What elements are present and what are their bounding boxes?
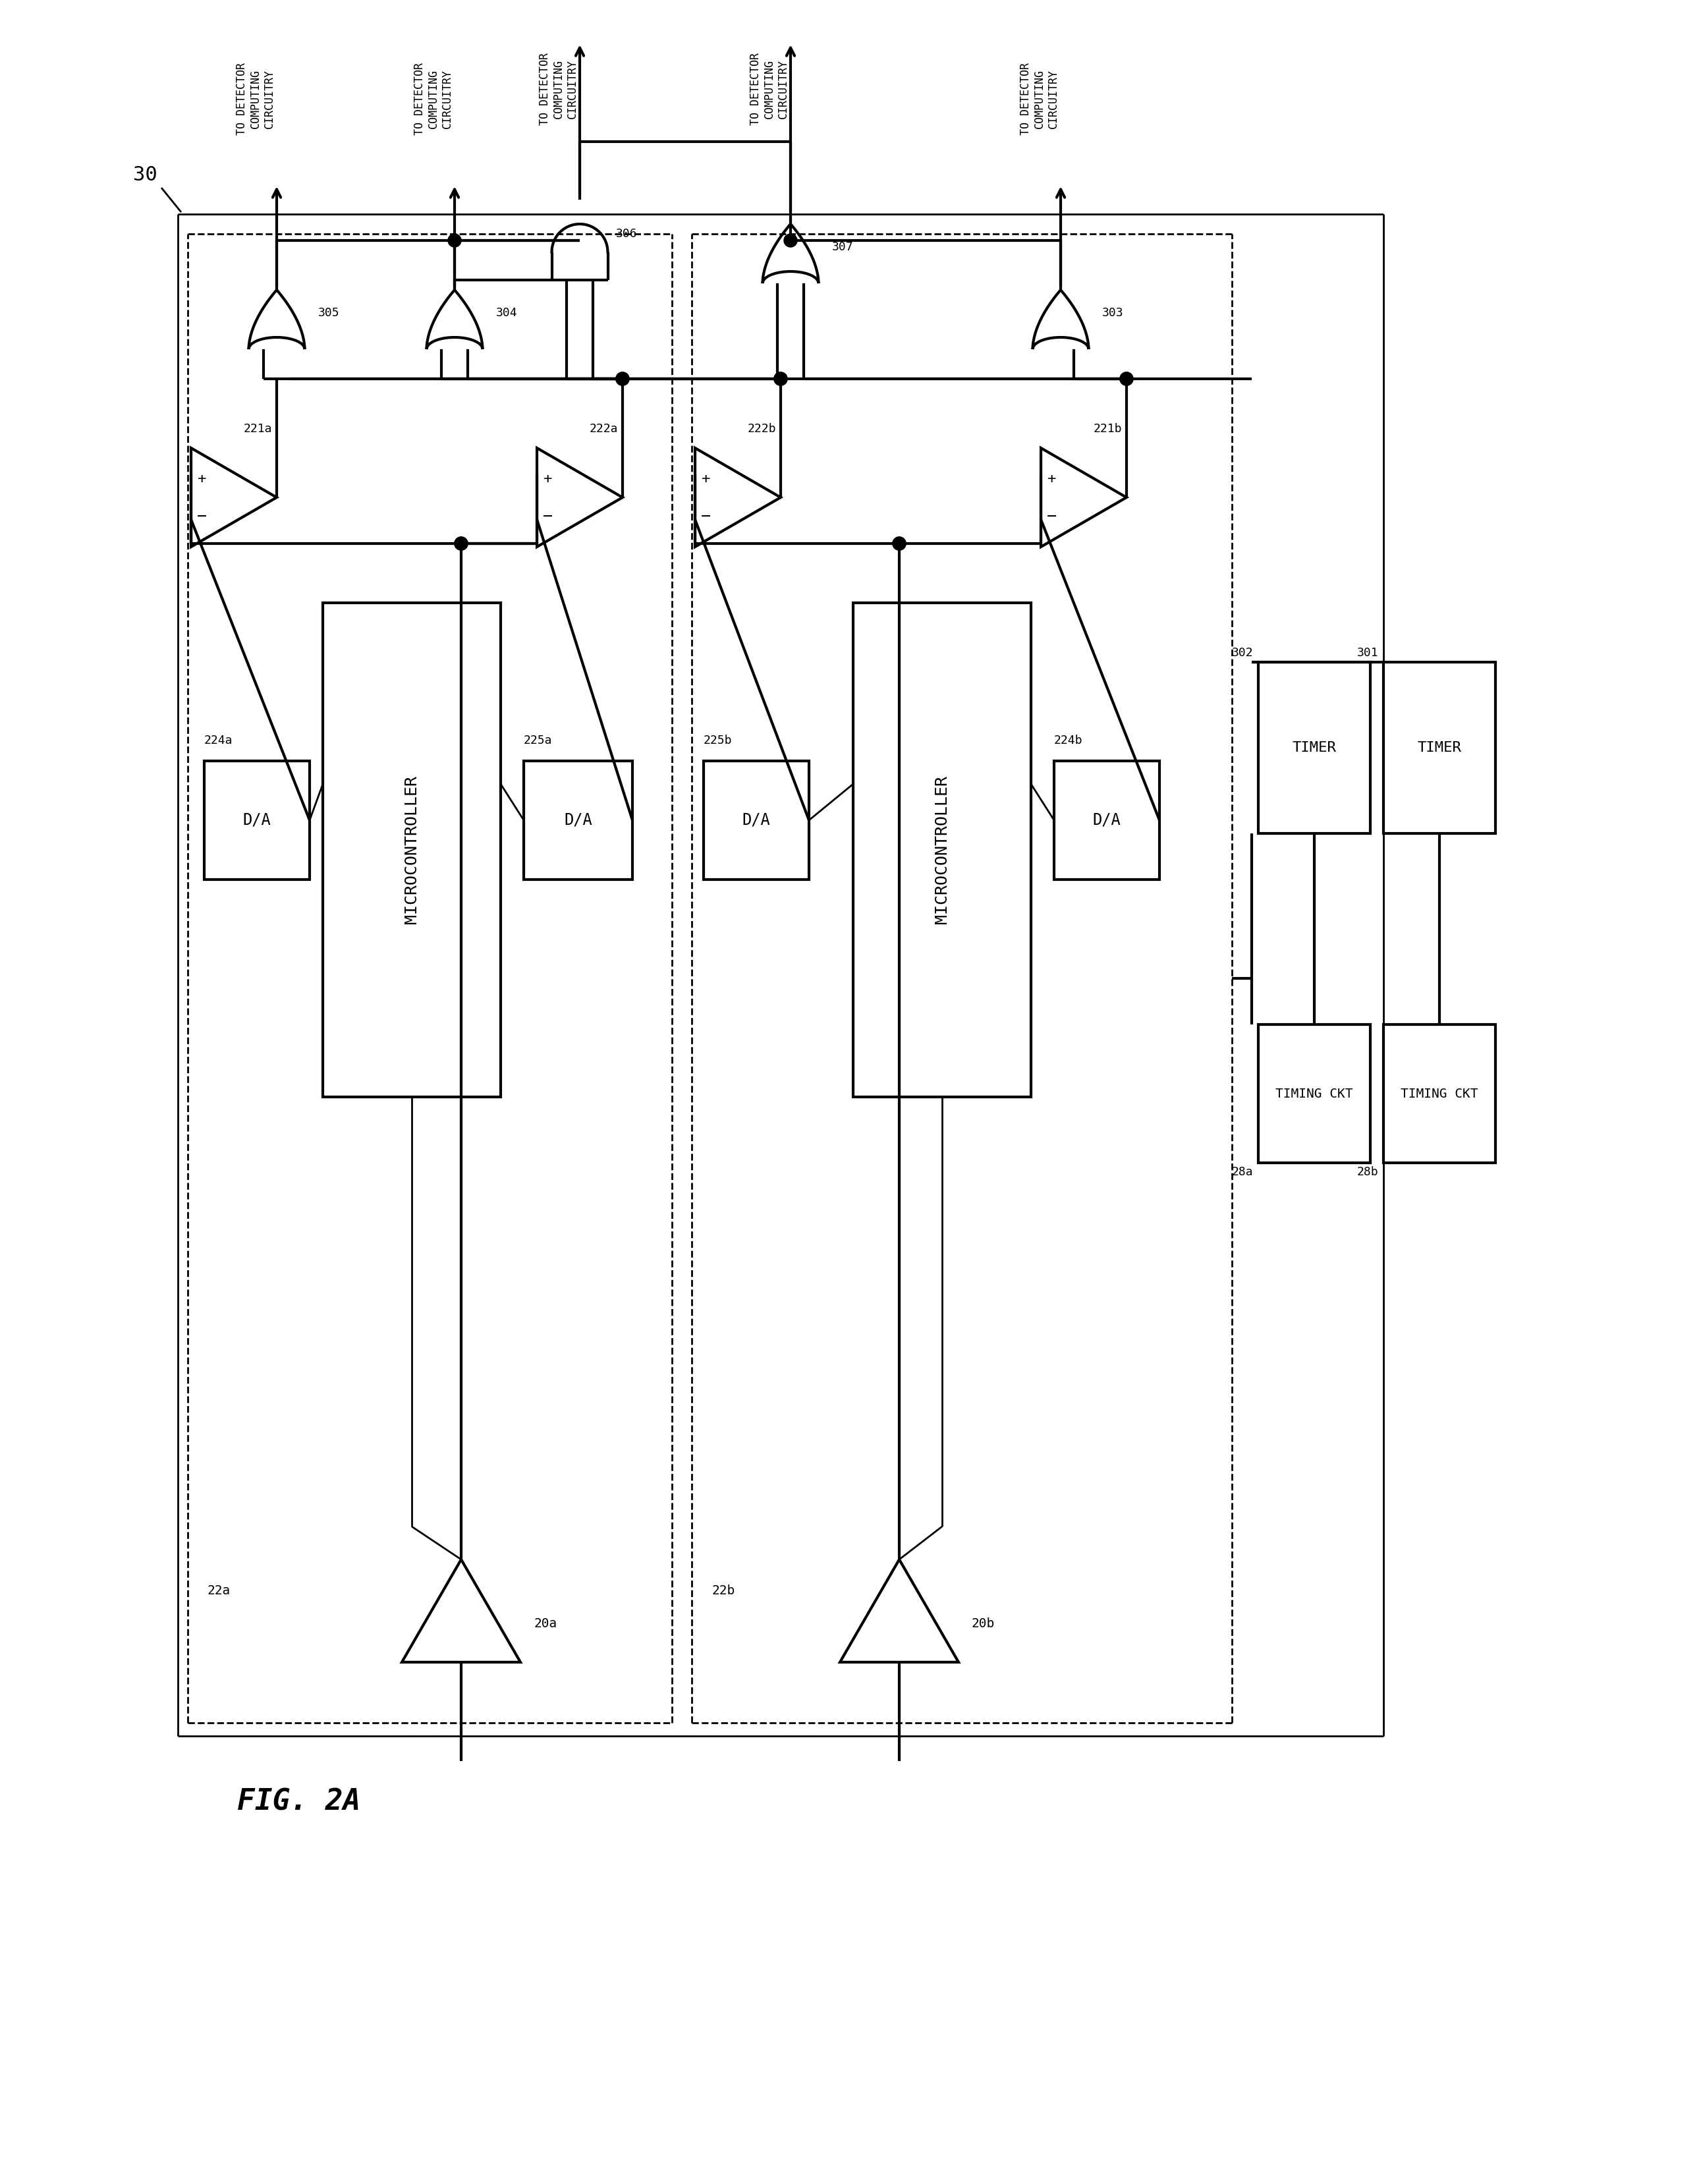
Text: +: + <box>543 472 553 485</box>
Bar <box>1259 1024 1371 1162</box>
Text: −: − <box>701 509 711 524</box>
Circle shape <box>447 234 461 247</box>
Text: +: + <box>701 472 709 485</box>
Circle shape <box>454 537 468 550</box>
Circle shape <box>1119 371 1133 384</box>
Bar <box>704 760 810 880</box>
Circle shape <box>616 371 629 384</box>
Bar <box>524 760 633 880</box>
Text: TIMER: TIMER <box>1417 740 1461 753</box>
Text: TO DETECTOR
COMPUTING
CIRCUITRY: TO DETECTOR COMPUTING CIRCUITRY <box>539 52 578 124</box>
Text: 22a: 22a <box>208 1586 231 1597</box>
Text: 305: 305 <box>318 308 340 319</box>
Text: 224a: 224a <box>204 734 233 747</box>
Bar <box>1383 1024 1495 1162</box>
Text: 28b: 28b <box>1357 1166 1378 1177</box>
Text: D/A: D/A <box>1092 812 1121 828</box>
Text: TO DETECTOR
COMPUTING
CIRCUITRY: TO DETECTOR COMPUTING CIRCUITRY <box>750 52 789 124</box>
Text: D/A: D/A <box>243 812 270 828</box>
Text: +: + <box>1048 472 1056 485</box>
Circle shape <box>616 371 629 384</box>
Text: TIMING CKT: TIMING CKT <box>1276 1088 1352 1101</box>
Text: 222a: 222a <box>590 424 617 435</box>
Text: 225a: 225a <box>524 734 553 747</box>
Bar <box>1259 662 1371 834</box>
Text: MICROCONTROLLER: MICROCONTROLLER <box>934 775 949 924</box>
Text: 20b: 20b <box>971 1618 995 1629</box>
Text: TO DETECTOR
COMPUTING
CIRCUITRY: TO DETECTOR COMPUTING CIRCUITRY <box>236 63 276 135</box>
Circle shape <box>454 537 468 550</box>
Text: 307: 307 <box>832 240 854 253</box>
Text: 221a: 221a <box>243 424 272 435</box>
Text: 302: 302 <box>1232 646 1254 660</box>
Text: MICROCONTROLLER: MICROCONTROLLER <box>403 775 420 924</box>
Text: 22b: 22b <box>711 1586 735 1597</box>
Text: 306: 306 <box>616 227 638 240</box>
Circle shape <box>893 537 907 550</box>
Text: 301: 301 <box>1357 646 1378 660</box>
Text: +: + <box>197 472 206 485</box>
Text: 304: 304 <box>495 308 517 319</box>
Circle shape <box>774 371 788 384</box>
Bar <box>204 760 310 880</box>
Text: −: − <box>543 509 553 524</box>
Circle shape <box>893 537 907 550</box>
Bar <box>1383 662 1495 834</box>
Circle shape <box>774 371 788 384</box>
Circle shape <box>784 234 798 247</box>
Text: TIMER: TIMER <box>1293 740 1337 753</box>
Text: 30: 30 <box>133 166 156 183</box>
Text: 224b: 224b <box>1055 734 1084 747</box>
Text: 28a: 28a <box>1232 1166 1254 1177</box>
Bar <box>323 603 500 1096</box>
Text: 225b: 225b <box>704 734 731 747</box>
Text: 222b: 222b <box>748 424 776 435</box>
Text: 20a: 20a <box>534 1618 556 1629</box>
Text: 221b: 221b <box>1094 424 1123 435</box>
Text: −: − <box>197 509 208 524</box>
Circle shape <box>1119 371 1133 384</box>
Text: FIG. 2A: FIG. 2A <box>236 1789 361 1817</box>
Text: D/A: D/A <box>742 812 771 828</box>
Text: TO DETECTOR
COMPUTING
CIRCUITRY: TO DETECTOR COMPUTING CIRCUITRY <box>1021 63 1060 135</box>
Text: D/A: D/A <box>565 812 592 828</box>
Text: TIMING CKT: TIMING CKT <box>1400 1088 1478 1101</box>
Bar <box>1055 760 1160 880</box>
Text: 303: 303 <box>1102 308 1123 319</box>
Bar <box>854 603 1031 1096</box>
Text: TO DETECTOR
COMPUTING
CIRCUITRY: TO DETECTOR COMPUTING CIRCUITRY <box>413 63 452 135</box>
Text: −: − <box>1046 509 1056 524</box>
